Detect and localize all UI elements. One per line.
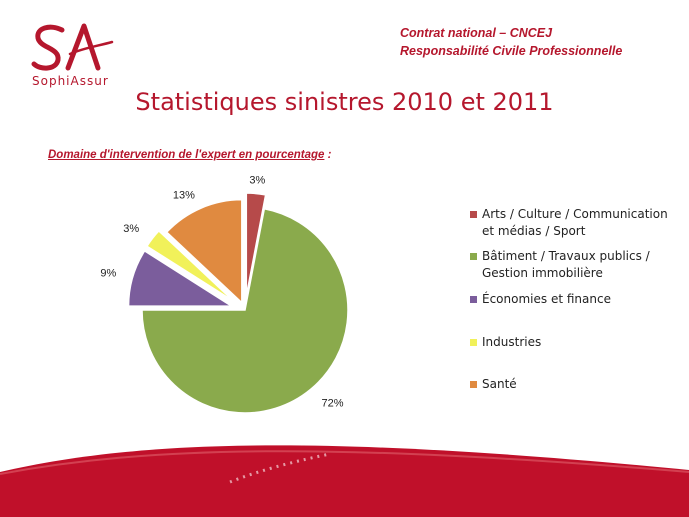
chart-subtitle-suffix: : bbox=[324, 149, 332, 161]
slice-value-label: 72% bbox=[321, 397, 343, 409]
logo-monogram bbox=[31, 23, 114, 71]
legend-swatch bbox=[470, 339, 477, 346]
contract-header: Contrat national – CNCEJ Responsabilité … bbox=[400, 24, 622, 60]
footer-wave bbox=[0, 445, 689, 517]
legend-swatch bbox=[470, 211, 477, 218]
pie-slice bbox=[245, 192, 267, 297]
logo: SophiAssur bbox=[28, 18, 118, 90]
pie-slice bbox=[165, 198, 243, 305]
legend-label: Industries bbox=[482, 335, 542, 349]
legend-label: Santé bbox=[482, 377, 517, 391]
pie-chart: 3% 72% 9% 3% 13% bbox=[100, 175, 349, 414]
legend-label: Arts / Culture / Communication et médias… bbox=[482, 207, 668, 238]
slice-value-label: 13% bbox=[173, 189, 195, 201]
chart-subtitle-text: Domaine d'intervention de l'expert en po… bbox=[48, 149, 325, 161]
legend-label: Économies et finance bbox=[482, 292, 611, 306]
contract-line-2: Responsabilité Civile Professionnelle bbox=[400, 44, 623, 58]
legend-swatch bbox=[470, 296, 477, 303]
legend-label: Bâtiment / Travaux publics / Gestion imm… bbox=[482, 249, 650, 280]
slice-value-label: 3% bbox=[249, 175, 265, 187]
page-title: Statistiques sinistres 2010 et 2011 bbox=[135, 88, 554, 116]
legend-swatch bbox=[470, 381, 477, 388]
slice-value-label: 3% bbox=[123, 223, 139, 235]
pie-slice bbox=[127, 249, 235, 307]
chart-subtitle: Domaine d'intervention de l'expert en po… bbox=[48, 149, 331, 161]
contract-line-1: Contrat national – CNCEJ bbox=[400, 26, 553, 40]
legend-swatch bbox=[470, 253, 477, 260]
pie-slice bbox=[141, 207, 349, 414]
slice-value-label: 9% bbox=[100, 268, 116, 280]
pie-slice bbox=[145, 229, 235, 303]
logo-name: SophiAssur bbox=[32, 74, 109, 88]
